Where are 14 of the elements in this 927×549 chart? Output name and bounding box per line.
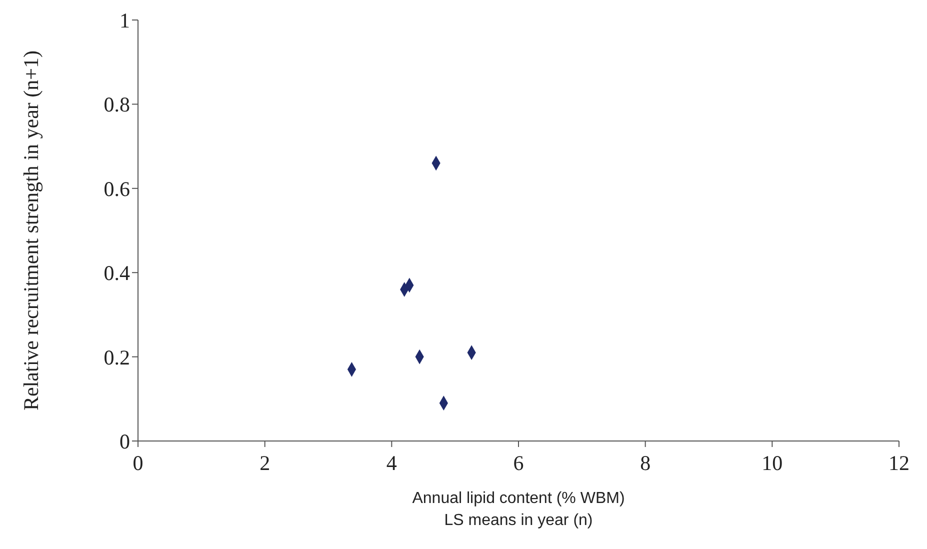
x-tick-label: 8 <box>640 450 651 475</box>
y-tick-label: 0.4 <box>104 261 130 286</box>
x-tick-label: 2 <box>260 450 270 475</box>
y-tick-label: 1 <box>120 8 130 32</box>
x-tick-label: 6 <box>513 450 524 475</box>
y-axis-title: Relative recruitment strength in year (n+1) <box>19 50 43 410</box>
y-tick-label: 0.8 <box>104 92 130 117</box>
y-tick-label: 0 <box>120 429 130 454</box>
x-axis-title: Annual lipid content (% WBM) LS means in year (n) <box>412 490 625 529</box>
x-tick-label: 4 <box>386 450 398 475</box>
x-tick-label: 12 <box>888 450 910 475</box>
y-tick-label: 0.2 <box>104 345 130 370</box>
y-tick-label: 0.6 <box>104 176 130 201</box>
x-tick-label: 10 <box>762 450 783 475</box>
